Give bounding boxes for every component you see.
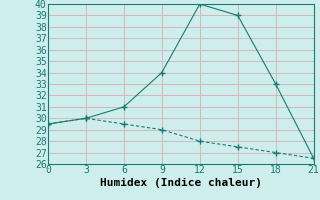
X-axis label: Humidex (Indice chaleur): Humidex (Indice chaleur) — [100, 178, 262, 188]
